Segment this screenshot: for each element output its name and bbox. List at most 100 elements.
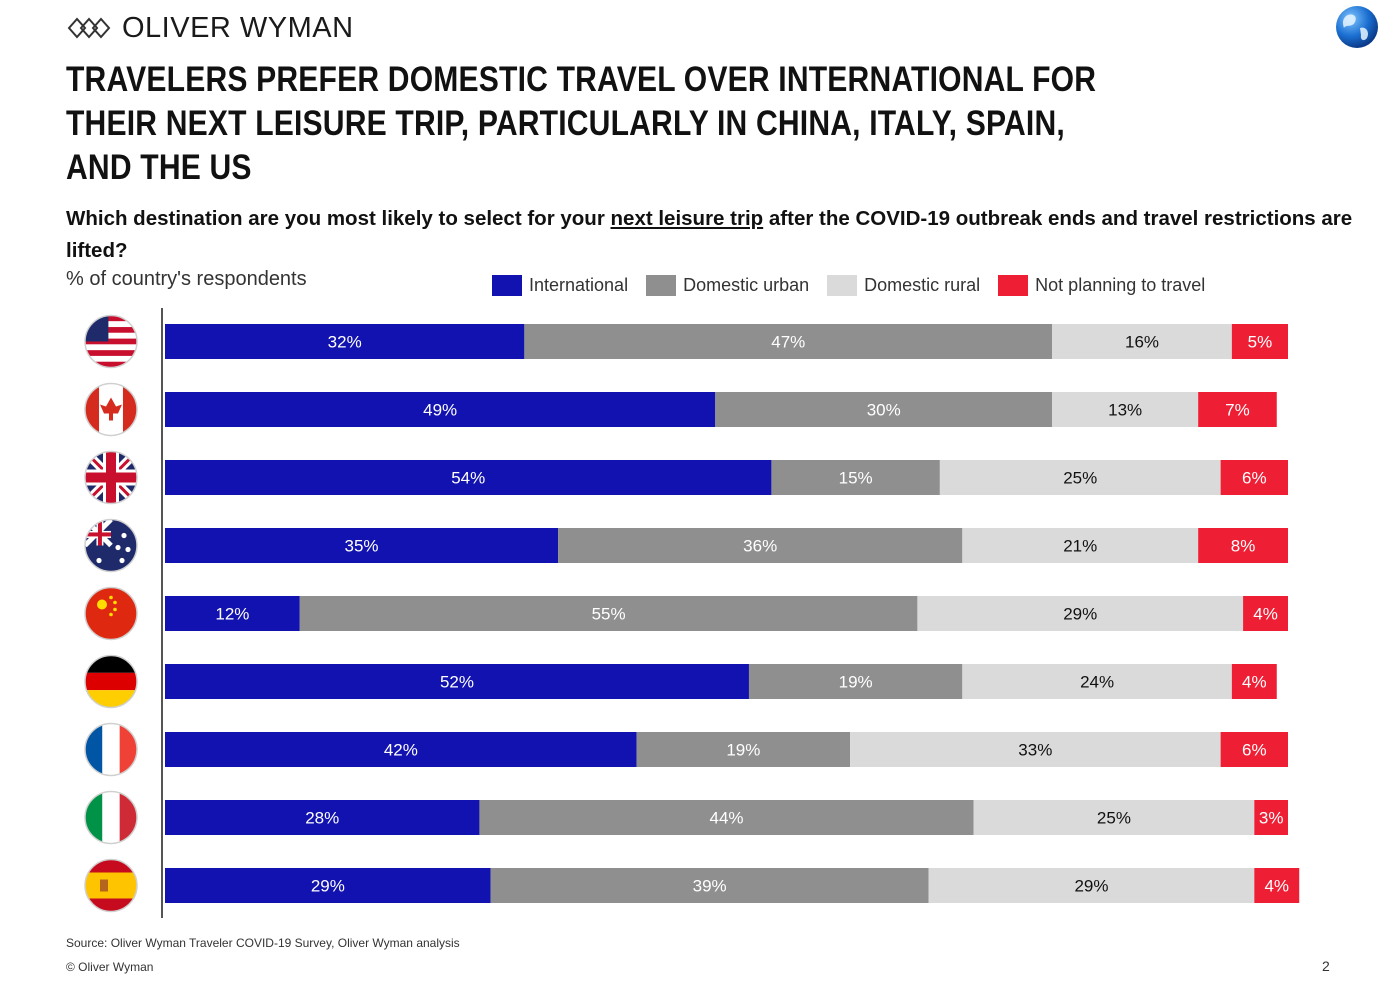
legend-item-domestic-rural: Domestic rural — [827, 275, 980, 296]
flag-star — [125, 546, 131, 553]
france-flag-icon — [85, 723, 137, 776]
data-label: 36% — [743, 537, 777, 556]
bar-segment — [1231, 664, 1277, 699]
flag-stripe — [85, 872, 137, 899]
data-label: 19% — [839, 673, 873, 692]
data-label: 49% — [423, 401, 457, 420]
bar-segment — [973, 800, 1255, 835]
chart-legend: International Domestic urban Domestic ru… — [492, 275, 1223, 296]
flag-rim — [84, 586, 138, 641]
globe-icon — [1336, 6, 1378, 48]
source-note: Source: Oliver Wyman Traveler COVID-19 S… — [66, 936, 460, 950]
bar-segment — [928, 868, 1255, 903]
bar-segment — [524, 324, 1053, 359]
bar-segment — [1052, 324, 1232, 359]
legend-label: International — [529, 275, 629, 295]
data-label: 29% — [1063, 605, 1097, 624]
flag-stripe — [85, 655, 137, 673]
flag-stripe — [85, 355, 137, 362]
question-text: Which destination are you most likely to… — [66, 207, 611, 230]
flag-cross-red — [85, 472, 137, 483]
legend-item-not-planning: Not planning to travel — [998, 275, 1205, 296]
data-label: 35% — [345, 537, 379, 556]
flag-star — [113, 600, 117, 605]
flag-rim — [84, 314, 138, 369]
bar-segment — [1220, 732, 1288, 767]
bar-segment — [1198, 528, 1288, 563]
legend-swatch — [492, 275, 522, 296]
flag-coat-of-arms — [100, 879, 108, 892]
flag-star — [115, 544, 121, 551]
bar-segment — [165, 324, 525, 359]
bar-segment — [748, 664, 963, 699]
flag-stripe — [85, 898, 137, 912]
bar-segment — [299, 596, 918, 631]
bar-segment — [962, 528, 1199, 563]
legend-item-domestic-urban: Domestic urban — [646, 275, 809, 296]
data-label: 55% — [592, 605, 626, 624]
data-label: 44% — [709, 809, 743, 828]
data-label: 4% — [1264, 877, 1289, 896]
data-label: 52% — [440, 673, 474, 692]
flag-rim — [84, 722, 138, 777]
flag-stripe — [85, 723, 103, 776]
bar-segment — [939, 460, 1221, 495]
bar-segment — [1231, 324, 1288, 359]
flag-star — [113, 607, 117, 612]
data-label: 29% — [1074, 877, 1108, 896]
flag-rim — [84, 790, 138, 845]
bar-segment — [917, 596, 1244, 631]
bar-segment — [165, 596, 300, 631]
data-label: 12% — [215, 605, 249, 624]
bar-segment — [1198, 392, 1277, 427]
bar-segment — [1243, 596, 1288, 631]
legend-label: Domestic urban — [683, 275, 810, 295]
oliver-wyman-logo-icon — [67, 17, 111, 39]
flag-star — [119, 557, 125, 564]
legend-label: Domestic rural — [864, 275, 981, 295]
brand-name: OLIVER WYMAN — [122, 11, 354, 44]
flag-stripe — [119, 723, 137, 776]
flag-stripe — [85, 672, 137, 691]
data-label: 25% — [1097, 809, 1131, 828]
data-label: 4% — [1242, 673, 1267, 692]
page-number: 2 — [1322, 958, 1330, 974]
flag-star — [97, 599, 107, 610]
us-flag-icon — [85, 315, 137, 368]
question-emphasis: next leisure trip — [610, 207, 764, 230]
flag-star — [121, 532, 127, 539]
data-label: 47% — [771, 333, 805, 352]
data-label: 24% — [1080, 673, 1114, 692]
data-label: 4% — [1253, 605, 1278, 624]
flag-rim — [84, 382, 138, 437]
legend-item-international: International — [492, 275, 628, 296]
bar-segment — [771, 460, 940, 495]
legend-swatch — [646, 275, 677, 296]
data-label: 32% — [328, 333, 362, 352]
copyright: © Oliver Wyman — [66, 960, 154, 974]
flag-stripe — [85, 791, 103, 844]
flag-stripe — [119, 791, 137, 844]
uk-flag-icon — [85, 451, 137, 504]
data-label: 16% — [1125, 333, 1159, 352]
data-label: 6% — [1242, 469, 1267, 488]
data-label: 42% — [384, 741, 418, 760]
flag-star — [109, 612, 113, 617]
maple-leaf — [100, 397, 122, 421]
data-label: 54% — [451, 469, 485, 488]
bar-segment — [1052, 392, 1199, 427]
china-flag-icon — [85, 587, 137, 640]
data-label: 30% — [867, 401, 901, 420]
flag-stripe — [102, 723, 120, 776]
data-label: 7% — [1225, 401, 1250, 420]
bar-segment — [1254, 800, 1288, 835]
flag-stripe — [85, 332, 137, 339]
data-label: 15% — [839, 469, 873, 488]
legend-swatch — [998, 275, 1029, 296]
flag-stripe — [85, 344, 137, 351]
bar-segment — [558, 528, 963, 563]
flag-stripe — [85, 338, 137, 345]
bar-segment — [165, 392, 716, 427]
italy-flag-icon — [85, 791, 137, 844]
